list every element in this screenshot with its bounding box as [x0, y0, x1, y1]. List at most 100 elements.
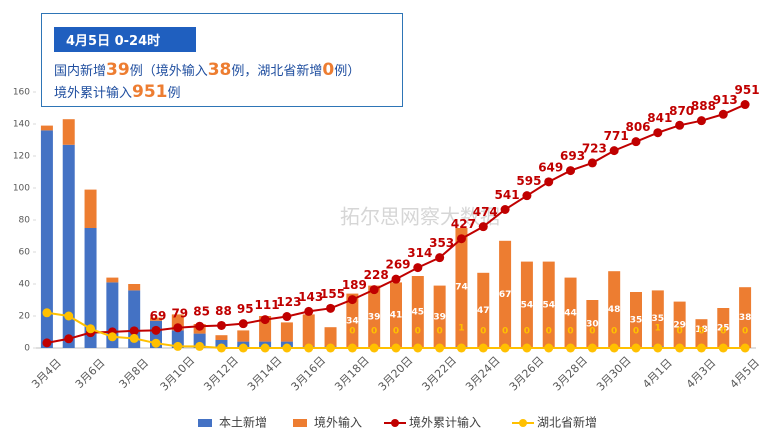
- point: [369, 343, 379, 353]
- point: [413, 263, 423, 273]
- point: [304, 343, 314, 353]
- point: [260, 315, 270, 325]
- point: [631, 137, 641, 147]
- y-tick-label: 120: [13, 152, 30, 162]
- bar-label: 54: [542, 300, 555, 310]
- y-tick-label: 80: [19, 216, 31, 226]
- point: [347, 343, 357, 353]
- point-label: 0: [720, 327, 726, 337]
- bar-label: 38: [739, 313, 752, 323]
- point-label: 0: [502, 327, 508, 337]
- legend-swatch: [293, 419, 307, 427]
- point-label: 0: [698, 327, 704, 337]
- x-tick-label: 3月8日: [117, 356, 152, 391]
- bar-label: 29: [673, 320, 686, 330]
- point: [718, 343, 728, 353]
- point: [151, 338, 161, 348]
- point-label: 0: [677, 327, 683, 337]
- y-tick-label: 40: [19, 280, 31, 290]
- point-label: 123: [276, 295, 301, 309]
- point: [216, 320, 226, 330]
- bar: [368, 285, 381, 348]
- bar-label: 35: [630, 316, 643, 326]
- point: [42, 308, 52, 318]
- point-label: 427: [451, 217, 476, 231]
- bar-label: 41: [390, 311, 403, 321]
- x-tick-label: 3月20日: [376, 354, 416, 394]
- point: [566, 166, 576, 176]
- point: [631, 343, 641, 353]
- point-label: 0: [349, 327, 355, 337]
- bar: [84, 189, 97, 228]
- point-label: 913: [713, 93, 738, 107]
- point-label: 95: [237, 302, 254, 316]
- bar: [302, 314, 315, 347]
- bar-label: 48: [608, 305, 621, 315]
- point: [675, 120, 685, 130]
- x-tick-label: 3月4日: [29, 356, 64, 391]
- x-tick-label: 3月6日: [73, 356, 108, 391]
- bar: [433, 285, 446, 348]
- bar-label: 30: [586, 320, 599, 330]
- info-box: 4月5日 0-24时 国内新增39例（境外输入38例，湖北省新增0例） 境外累计…: [41, 13, 403, 107]
- point: [129, 326, 139, 336]
- point: [544, 177, 554, 187]
- point: [304, 306, 314, 316]
- point: [282, 343, 292, 353]
- point-label: 85: [193, 305, 210, 319]
- bar-label: 1: [458, 324, 464, 334]
- info-text: 国内新增: [54, 64, 107, 79]
- point: [195, 341, 205, 351]
- point: [238, 319, 248, 329]
- info-text: 境外累计输入: [54, 86, 133, 101]
- bar: [346, 293, 359, 348]
- point: [587, 343, 597, 353]
- point: [522, 343, 532, 353]
- bar: [477, 272, 490, 348]
- bar: [608, 271, 621, 348]
- x-tick-label: 3月30日: [594, 354, 634, 394]
- point-label: 723: [582, 141, 607, 155]
- point: [718, 109, 728, 119]
- bar: [128, 284, 141, 291]
- point: [566, 343, 576, 353]
- legend-swatch: [198, 419, 212, 427]
- point-label: 841: [647, 111, 672, 125]
- x-tick-label: 4月5日: [727, 356, 762, 391]
- bar-label: 25: [717, 324, 730, 334]
- bar-label: 74: [455, 283, 468, 293]
- info-number: 39: [106, 60, 130, 80]
- bar-label: 67: [499, 290, 512, 300]
- bar: [586, 300, 599, 348]
- point: [326, 343, 336, 353]
- bar: [695, 319, 708, 348]
- info-text: 例）: [334, 64, 361, 79]
- bar: [651, 290, 664, 347]
- point-label: 0: [415, 327, 421, 337]
- bar-label: 54: [521, 300, 534, 310]
- bar: [411, 276, 424, 348]
- point-label: 0: [567, 327, 573, 337]
- y-tick-label: 160: [13, 88, 30, 98]
- bar: [739, 287, 752, 348]
- point: [609, 343, 619, 353]
- bar: [542, 261, 555, 348]
- point-label: 189: [342, 278, 367, 292]
- x-tick-label: 4月1日: [640, 356, 675, 391]
- x-tick-label: 3月24日: [463, 354, 503, 394]
- y-tick-label: 0: [24, 344, 30, 354]
- point: [653, 128, 663, 138]
- point: [391, 274, 401, 284]
- point-label: 143: [298, 290, 323, 304]
- point-label: 595: [516, 174, 541, 188]
- point-label: 269: [385, 258, 410, 272]
- point: [675, 343, 685, 353]
- bar-label: 44: [564, 308, 577, 318]
- point: [740, 343, 750, 353]
- point: [740, 100, 750, 110]
- bar: [455, 228, 468, 347]
- point: [173, 341, 183, 351]
- bar-label: 39: [368, 312, 381, 322]
- bar: [106, 277, 119, 283]
- point: [216, 343, 226, 353]
